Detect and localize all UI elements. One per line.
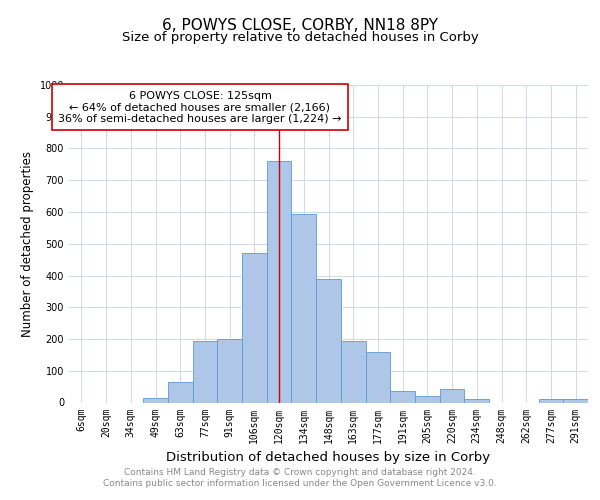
Bar [267, 161, 292, 402]
Text: 6, POWYS CLOSE, CORBY, NN18 8PY: 6, POWYS CLOSE, CORBY, NN18 8PY [162, 18, 438, 32]
Bar [415, 396, 440, 402]
Bar [464, 400, 489, 402]
Bar [365, 352, 390, 403]
Text: 6 POWYS CLOSE: 125sqm
← 64% of detached houses are smaller (2,166)
36% of semi-d: 6 POWYS CLOSE: 125sqm ← 64% of detached … [58, 90, 342, 124]
X-axis label: Distribution of detached houses by size in Corby: Distribution of detached houses by size … [166, 451, 491, 464]
Bar [242, 254, 267, 402]
Bar [217, 339, 242, 402]
Bar [292, 214, 316, 402]
Bar [316, 278, 341, 402]
Y-axis label: Number of detached properties: Number of detached properties [21, 151, 34, 337]
Bar [563, 400, 588, 402]
Bar [390, 392, 415, 402]
Text: Contains HM Land Registry data © Crown copyright and database right 2024.
Contai: Contains HM Land Registry data © Crown c… [103, 468, 497, 487]
Bar [193, 340, 217, 402]
Text: Size of property relative to detached houses in Corby: Size of property relative to detached ho… [122, 31, 478, 44]
Bar [143, 398, 168, 402]
Bar [440, 389, 464, 402]
Bar [168, 382, 193, 402]
Bar [539, 400, 563, 402]
Bar [341, 340, 365, 402]
